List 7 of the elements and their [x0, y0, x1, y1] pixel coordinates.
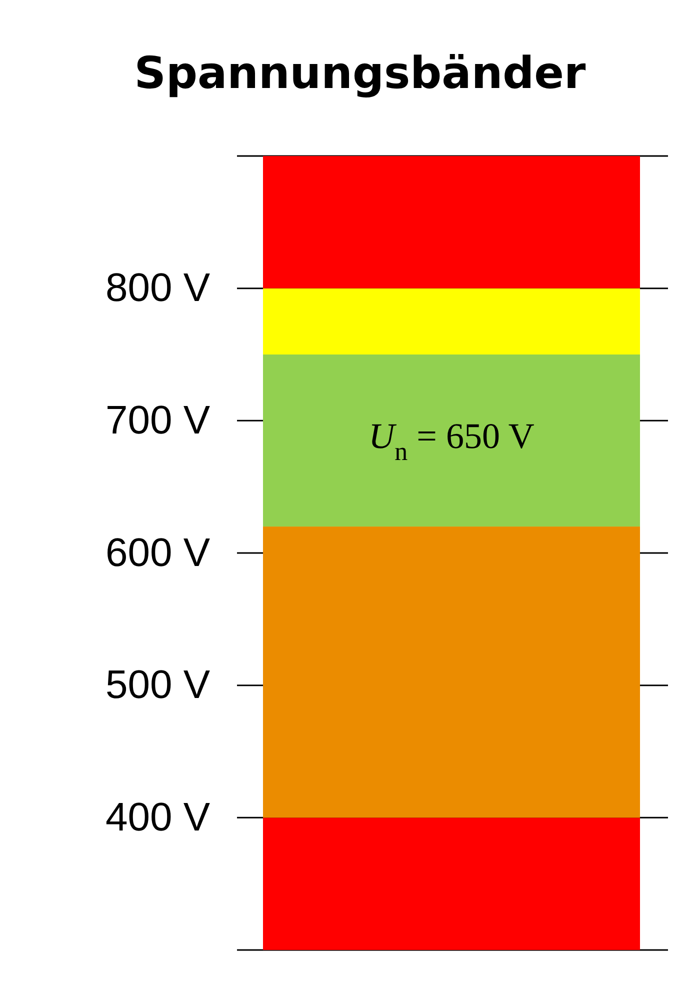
y-tick-label: 500 V: [105, 663, 210, 708]
y-tick-label: 400 V: [105, 795, 210, 840]
annotation: U$_{n}$ = 650 V: [368, 416, 534, 466]
y-tick-label: 600 V: [105, 530, 210, 575]
chart-title: Spannungsbänder: [134, 48, 586, 99]
y-tick-label: 800 V: [105, 266, 210, 310]
y-tick-label: 700 V: [105, 398, 210, 442]
